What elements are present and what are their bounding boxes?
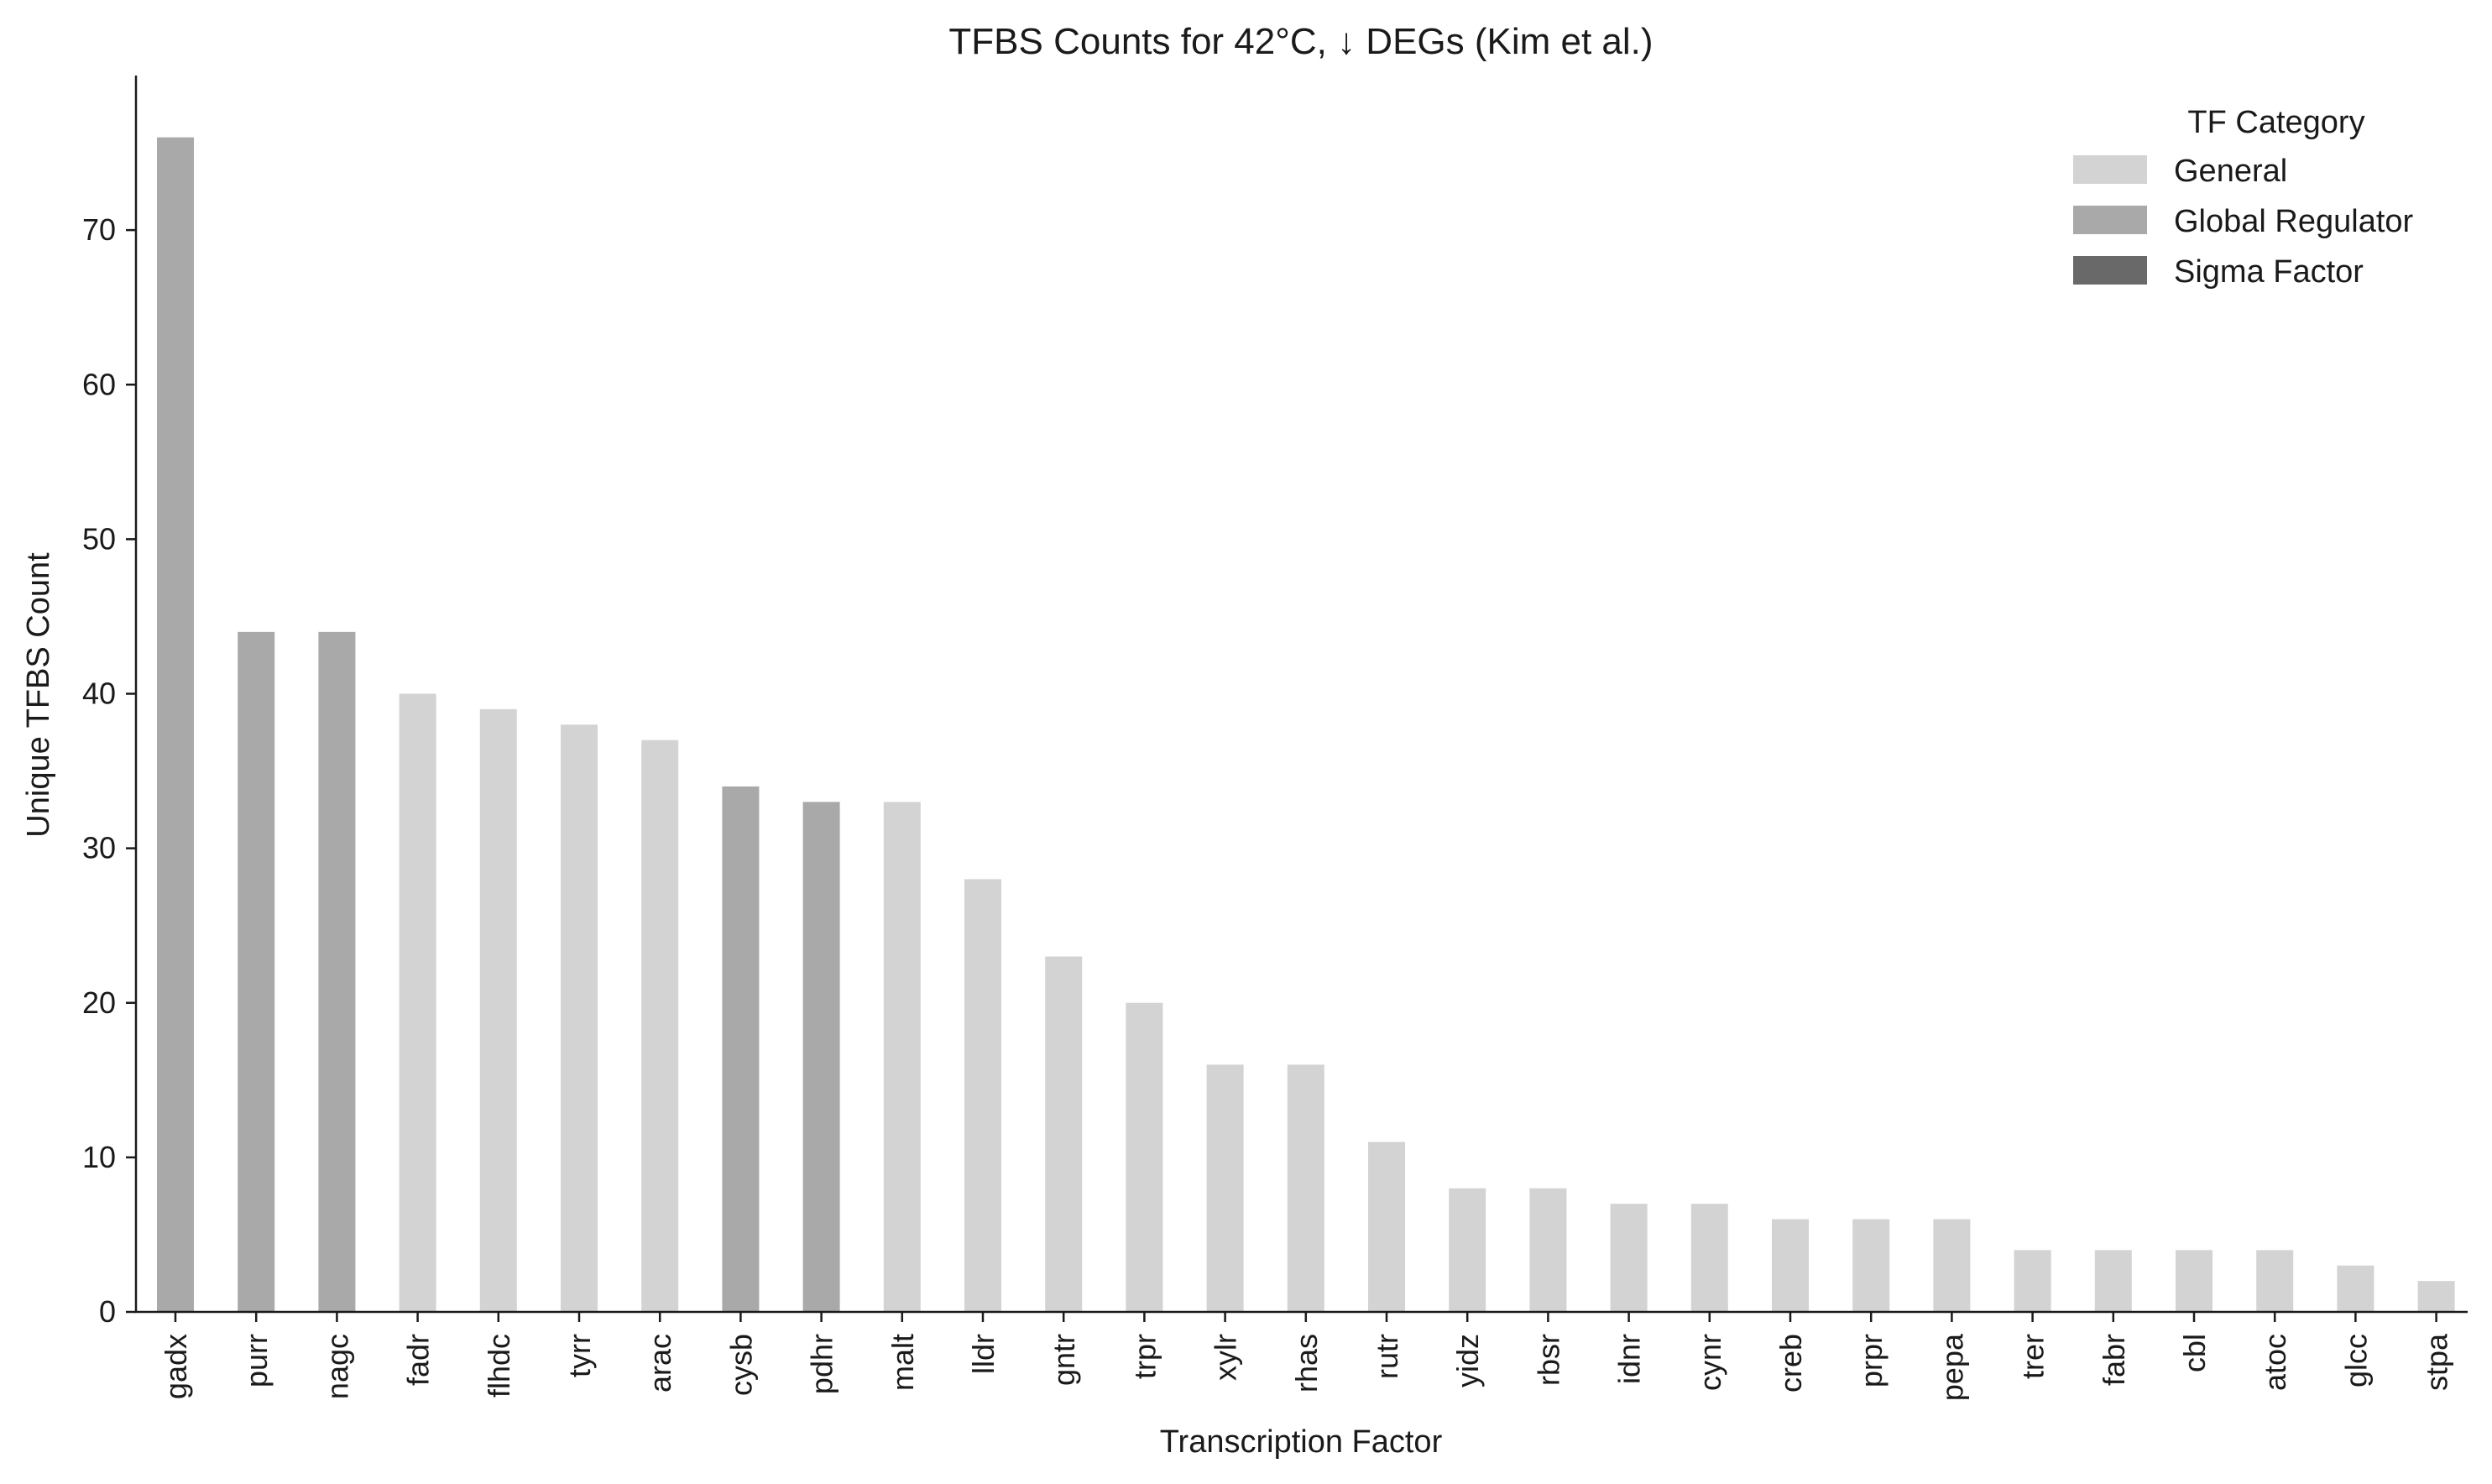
bar-xylr (1206, 1064, 1244, 1312)
bar-glcc (2337, 1265, 2374, 1312)
y-tick-label: 30 (82, 831, 116, 865)
bar-fabr (2094, 1250, 2132, 1312)
x-tick-label: pdhr (805, 1334, 839, 1394)
legend-label-sigma-factor: Sigma Factor (2174, 254, 2364, 290)
bar-prpr (1852, 1219, 1890, 1312)
y-tick-label: 40 (82, 677, 116, 711)
bar-arac (641, 739, 679, 1312)
bar-lldr (964, 879, 1001, 1312)
bar-pdhr (802, 802, 840, 1312)
x-tick-label: pepa (1935, 1333, 1969, 1401)
bar-flhdc (479, 708, 517, 1312)
x-tick-label: creb (1774, 1334, 1808, 1393)
bar-rutr (1368, 1142, 1405, 1312)
legend-swatch-global-regulator (2073, 206, 2147, 234)
x-axis-label: Transcription Factor (1160, 1424, 1443, 1460)
legend-swatch-sigma-factor (2073, 256, 2147, 285)
legend-label-global-regulator: Global Regulator (2174, 204, 2414, 239)
legend: TF Category General Global Regulator Sig… (2073, 105, 2414, 290)
bar-atoc (2256, 1250, 2294, 1312)
x-tick-label: fadr (401, 1334, 436, 1386)
y-tick-label: 50 (82, 521, 116, 556)
x-tick-label: rbsr (1531, 1334, 1565, 1386)
y-tick-label: 0 (99, 1294, 116, 1329)
x-tick-label: cbl (2177, 1334, 2212, 1372)
bar-gadx (157, 137, 194, 1312)
bar-rbsr (1529, 1188, 1567, 1312)
x-tick-label: yidz (1450, 1334, 1485, 1387)
legend-label-general: General (2174, 154, 2287, 189)
bar-yidz (1449, 1188, 1486, 1312)
x-tick-label: fabr (2097, 1334, 2131, 1386)
y-tick-label: 60 (82, 367, 116, 401)
bar-nagc (318, 631, 356, 1312)
x-tick-label: cysb (724, 1334, 758, 1396)
x-tick-label: cynr (1693, 1334, 1727, 1391)
bar-cbl (2176, 1250, 2212, 1312)
x-tick-label: purr (239, 1334, 274, 1387)
bar-stpa (2417, 1281, 2455, 1312)
y-tick-label: 20 (82, 985, 116, 1020)
chart-title: TFBS Counts for 42°C, ↓ DEGs (Kim et al.… (948, 21, 1653, 62)
bar-creb (1772, 1219, 1809, 1312)
x-tick-label: idnr (1612, 1334, 1647, 1384)
x-tick-label: atoc (2258, 1334, 2292, 1391)
x-axis-ticks: gadx purr nagc fadr flhdc tyrr arac cysb pdhr mal… (159, 1312, 2454, 1401)
bar-fadr (399, 693, 436, 1312)
bar-pepa (1933, 1219, 1971, 1312)
bar-gntr (1045, 956, 1083, 1312)
x-tick-label: trer (2016, 1334, 2051, 1379)
y-axis-ticks: 0 10 20 30 40 50 60 70 (82, 212, 136, 1329)
x-tick-label: trpr (1127, 1334, 1162, 1379)
bar-rhas (1287, 1064, 1324, 1312)
bar-cynr (1690, 1204, 1728, 1312)
x-tick-label: nagc (320, 1334, 354, 1399)
bar-idnr (1610, 1204, 1648, 1312)
bars-group (157, 137, 2455, 1312)
x-tick-label: rhas (1289, 1334, 1324, 1393)
bar-trer (2014, 1250, 2051, 1312)
y-axis-label: Unique TFBS Count (21, 552, 56, 838)
bar-malt (883, 802, 921, 1312)
y-tick-label: 10 (82, 1140, 116, 1174)
bar-tyrr (561, 724, 598, 1312)
legend-title: TF Category (2187, 105, 2364, 140)
x-tick-label: malt (886, 1334, 920, 1391)
y-tick-label: 70 (82, 212, 116, 247)
x-tick-label: gntr (1047, 1334, 1081, 1386)
bar-trpr (1126, 1002, 1163, 1312)
x-tick-label: flhdc (482, 1334, 516, 1398)
x-tick-label: stpa (2420, 1333, 2454, 1391)
x-tick-label: xylr (1209, 1334, 1243, 1381)
x-tick-label: arac (643, 1334, 677, 1393)
legend-swatch-general (2073, 155, 2147, 184)
x-tick-label: prpr (1854, 1334, 1889, 1387)
bar-purr (238, 631, 275, 1312)
x-tick-label: tyrr (562, 1334, 597, 1377)
x-tick-label: glcc (2338, 1334, 2373, 1387)
x-tick-label: gadx (159, 1334, 193, 1399)
x-tick-label: lldr (966, 1334, 1000, 1374)
bar-cysb (722, 786, 760, 1312)
x-tick-label: rutr (1370, 1334, 1404, 1379)
